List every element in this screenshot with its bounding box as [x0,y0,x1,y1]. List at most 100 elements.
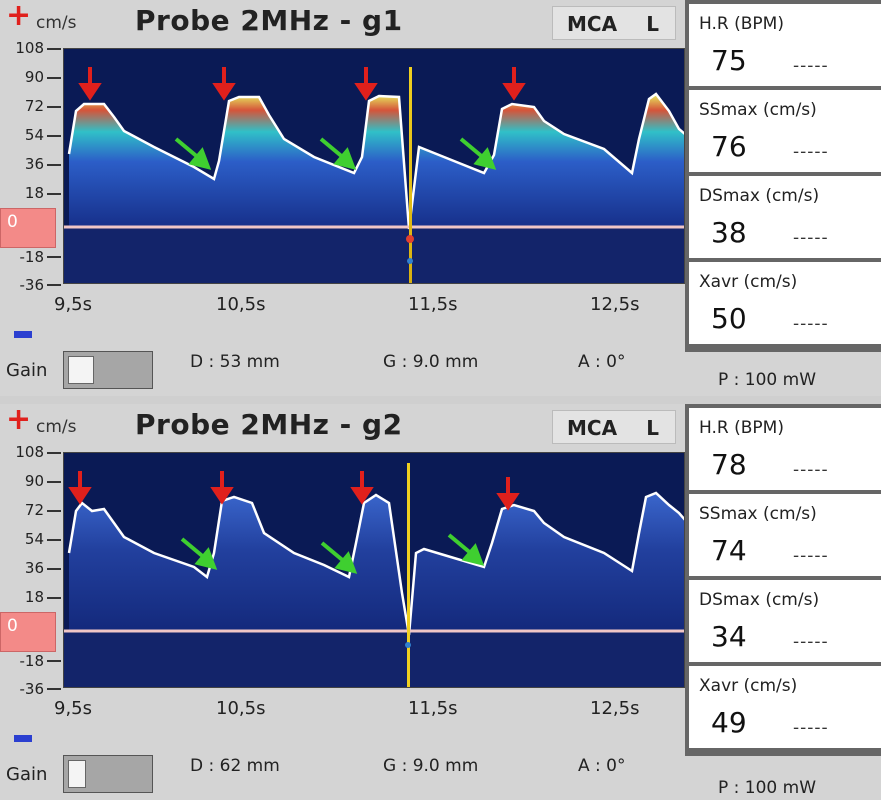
power-readout: P : 100 mW [718,778,817,798]
y-tick [47,481,61,483]
probe-title: Probe 2MHz - g1 [135,4,403,37]
metric-label: Xavr (cm/s) [699,272,798,292]
metric-systolic-max: SSmax (cm/s) 74 ----- [689,494,881,576]
metric-label: DSmax (cm/s) [699,186,820,206]
power-readout: P : 100 mW [718,370,817,390]
metric-label: H.R (BPM) [699,418,784,438]
y-tick [47,660,61,662]
y-tick [47,135,61,137]
metrics-panel: H.R (BPM) 78 ----- SSmax (cm/s) 74 -----… [685,404,881,756]
y-tick-label: 108 [15,443,44,461]
scale-decrease-button[interactable] [14,331,32,338]
y-tick [47,688,61,690]
metric-secondary: ----- [793,142,829,162]
baseline-zero-marker[interactable]: 0 [0,208,56,248]
x-tick-label: 9,5s [54,294,93,315]
scale-decrease-button[interactable] [14,735,32,742]
gain-slider-handle[interactable] [68,760,86,788]
velocity-unit: cm/s [36,417,77,437]
vessel-side: L [646,416,659,440]
scale-increase-button[interactable]: + [6,402,32,437]
doppler-panel-g1: + cm/s Probe 2MHz - g1 MCA L 108 90 72 5… [0,0,881,396]
y-tick-label: 72 [24,501,44,519]
y-tick-label: 36 [24,155,44,173]
y-tick [47,77,61,79]
x-tick-label: 10,5s [216,294,266,315]
y-tick [47,164,61,166]
y-tick-label: 90 [24,68,44,86]
spectrogram-graphic [64,453,684,687]
gain-label: Gain [6,764,48,785]
y-tick [47,597,61,599]
metric-secondary: ----- [793,632,829,652]
x-tick-label: 12,5s [590,294,640,315]
metric-secondary: ----- [793,460,829,480]
y-tick-label: 36 [24,559,44,577]
y-tick [47,256,61,258]
y-tick-label: 18 [24,588,44,606]
y-tick [47,193,61,195]
depth-readout: D : 53 mm [190,352,280,372]
metric-mean-velocity: Xavr (cm/s) 50 ----- [689,262,881,344]
y-tick-label: -36 [19,276,45,294]
velocity-unit: cm/s [36,13,77,33]
probe-title: Probe 2MHz - g2 [135,408,403,441]
y-tick-label: -36 [19,680,45,698]
y-tick-label: 108 [15,39,44,57]
gain-slider[interactable] [63,755,153,793]
vessel-name: MCA [567,12,618,36]
doppler-panel-g2: + cm/s Probe 2MHz - g2 MCA L 108 90 72 5… [0,404,881,800]
metric-value: 76 [711,130,747,163]
baseline-zero-marker[interactable]: 0 [0,612,56,652]
y-tick-label: 54 [24,530,44,548]
metric-secondary: ----- [793,314,829,334]
y-tick-label: -18 [19,248,45,266]
angle-readout: A : 0° [578,352,626,372]
metric-secondary: ----- [793,228,829,248]
metric-label: SSmax (cm/s) [699,100,817,120]
vessel-name: MCA [567,416,618,440]
y-tick-label: 90 [24,472,44,490]
metric-secondary: ----- [793,56,829,76]
metric-value: 78 [711,448,747,481]
angle-readout: A : 0° [578,756,626,776]
metric-diastolic-max: DSmax (cm/s) 38 ----- [689,176,881,258]
x-tick-label: 12,5s [590,698,640,719]
metrics-panel: H.R (BPM) 75 ----- SSmax (cm/s) 76 -----… [685,0,881,352]
vessel-selector[interactable]: MCA L [552,410,676,444]
x-tick-label: 11,5s [408,294,458,315]
depth-readout: D : 62 mm [190,756,280,776]
x-tick-label: 9,5s [54,698,93,719]
gain-slider[interactable] [63,351,153,389]
metric-value: 74 [711,534,747,567]
y-tick-label: 72 [24,97,44,115]
metric-label: H.R (BPM) [699,14,784,34]
metric-heart-rate: H.R (BPM) 78 ----- [689,408,881,490]
metric-label: DSmax (cm/s) [699,590,820,610]
vessel-side: L [646,12,659,36]
spectral-doppler-display[interactable] [63,48,685,284]
x-tick-label: 10,5s [216,698,266,719]
spectral-doppler-display[interactable] [63,452,685,688]
metric-value: 49 [711,706,747,739]
vessel-selector[interactable]: MCA L [552,6,676,40]
metric-value: 34 [711,620,747,653]
y-tick [47,48,61,50]
metric-value: 50 [711,302,747,335]
gate-readout: G : 9.0 mm [383,756,479,776]
y-tick [47,452,61,454]
y-tick-label: 54 [24,126,44,144]
y-tick-label: 18 [24,184,44,202]
metric-heart-rate: H.R (BPM) 75 ----- [689,4,881,86]
y-tick [47,568,61,570]
metric-label: SSmax (cm/s) [699,504,817,524]
x-tick-label: 11,5s [408,698,458,719]
gain-label: Gain [6,360,48,381]
metric-secondary: ----- [793,546,829,566]
y-tick [47,510,61,512]
scale-increase-button[interactable]: + [6,0,32,33]
metric-systolic-max: SSmax (cm/s) 76 ----- [689,90,881,172]
metric-value: 75 [711,44,747,77]
gain-slider-handle[interactable] [68,356,94,384]
y-tick-label: -18 [19,652,45,670]
